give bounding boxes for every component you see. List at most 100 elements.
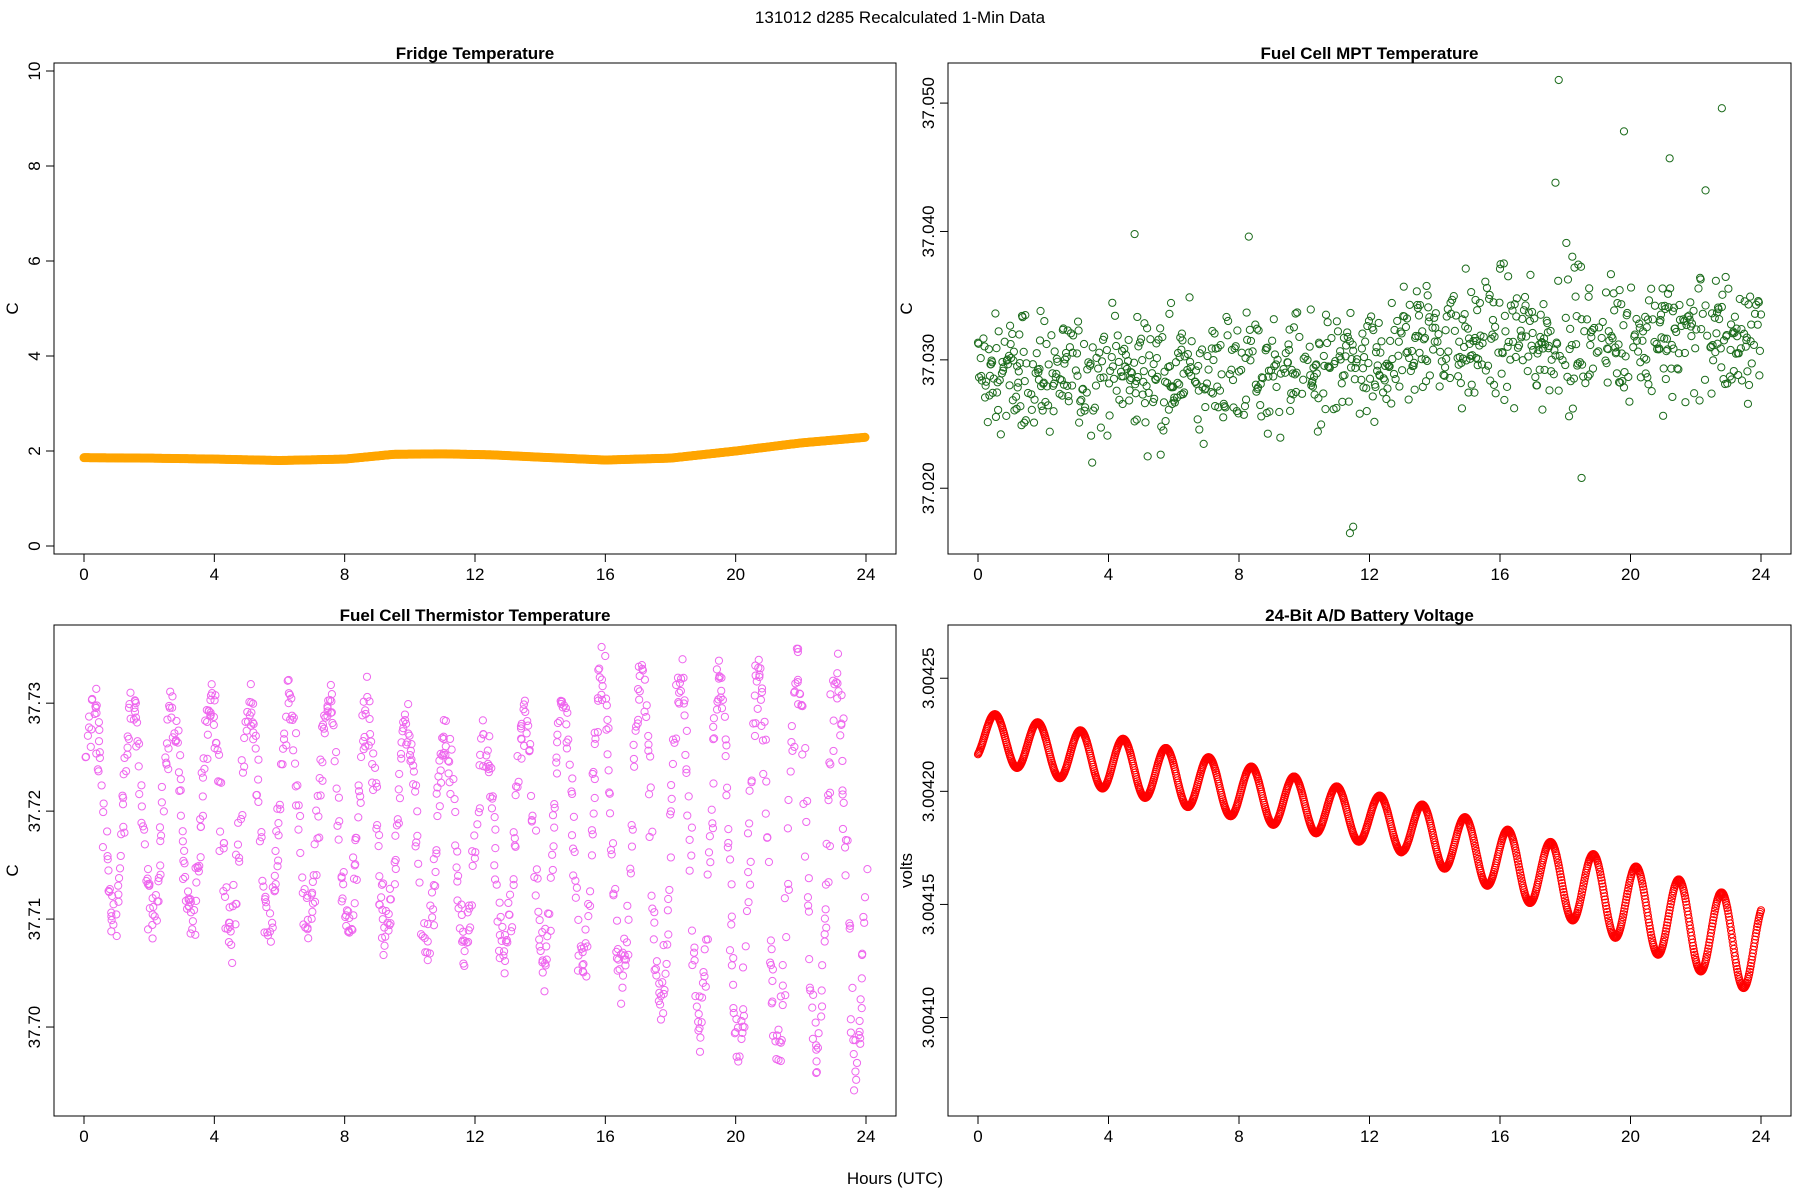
data-point — [664, 894, 673, 904]
data-point — [1747, 320, 1756, 329]
data-point — [1148, 397, 1158, 407]
figure-title: 131012 d285 Recalculated 1-Min Data — [755, 8, 1046, 27]
data-point — [452, 863, 461, 872]
data-point — [1397, 329, 1406, 338]
data-point — [476, 750, 485, 759]
data-point — [1663, 345, 1672, 354]
data-point — [196, 853, 205, 862]
data-point — [178, 837, 187, 846]
data-point — [1514, 860, 1523, 869]
data-point — [462, 938, 471, 947]
data-point — [780, 894, 789, 903]
data-point — [668, 759, 678, 769]
data-point — [1020, 418, 1029, 427]
data-point — [824, 791, 833, 800]
data-point — [1108, 298, 1117, 307]
data-point — [1042, 339, 1051, 349]
data-point — [86, 742, 95, 751]
data-point — [1473, 361, 1482, 370]
data-point — [268, 918, 277, 928]
data-point — [845, 924, 854, 933]
data-point — [768, 965, 777, 974]
data-point — [257, 833, 266, 842]
data-point — [159, 807, 168, 816]
data-point — [1385, 362, 1394, 371]
data-point — [1244, 348, 1253, 357]
data-point — [724, 824, 733, 834]
data-point — [665, 885, 674, 895]
data-point — [1672, 327, 1681, 337]
data-point — [502, 935, 511, 945]
data-point — [484, 768, 493, 777]
data-point — [338, 894, 347, 903]
data-point — [735, 1052, 744, 1061]
data-point — [414, 859, 423, 868]
data-point — [1349, 346, 1358, 355]
data-point — [629, 754, 638, 764]
panel-title: 24-Bit A/D Battery Voltage — [1265, 606, 1474, 625]
data-point — [1625, 397, 1634, 406]
data-point — [634, 715, 643, 724]
data-point — [411, 842, 420, 851]
x-tick-label: 24 — [857, 565, 876, 584]
data-point — [660, 985, 669, 995]
data-point — [579, 960, 588, 969]
y-tick-label: 37.71 — [25, 898, 44, 941]
data-point — [558, 703, 567, 712]
data-point — [1106, 366, 1115, 376]
data-point — [1703, 331, 1712, 340]
data-point — [339, 880, 348, 889]
data-point — [1673, 364, 1682, 373]
data-point — [1520, 292, 1530, 302]
data-point — [103, 852, 112, 861]
data-point — [1717, 104, 1726, 113]
data-point — [659, 989, 668, 999]
data-point — [485, 732, 494, 741]
data-point — [1402, 314, 1412, 323]
data-point — [709, 722, 718, 731]
x-tick-label: 4 — [210, 565, 219, 584]
data-point — [248, 718, 257, 727]
data-point — [837, 691, 846, 700]
data-point — [1608, 334, 1617, 343]
data-point — [1100, 332, 1109, 341]
data-point — [1705, 935, 1714, 944]
data-point — [523, 716, 532, 726]
data-point — [1279, 364, 1288, 374]
data-point — [1314, 394, 1323, 403]
data-point — [1067, 381, 1077, 390]
data-point — [1530, 314, 1539, 323]
data-point — [786, 767, 795, 776]
data-point — [1017, 421, 1026, 430]
data-point — [699, 967, 708, 977]
data-point — [1368, 392, 1377, 401]
data-point — [1103, 431, 1112, 440]
data-point — [1030, 395, 1039, 404]
data-point — [394, 819, 403, 828]
data-point — [597, 695, 607, 705]
data-point — [1258, 374, 1268, 383]
data-point — [365, 697, 374, 706]
data-point — [804, 907, 814, 916]
data-point — [1753, 922, 1762, 932]
data-point — [775, 1037, 784, 1047]
data-point — [1751, 932, 1760, 941]
data-point — [412, 838, 421, 847]
data-point — [429, 921, 439, 930]
data-point — [1619, 383, 1629, 392]
data-point — [1289, 390, 1298, 399]
data-point — [980, 393, 990, 402]
data-point — [721, 752, 730, 761]
data-point — [1558, 355, 1567, 365]
data-point — [1346, 308, 1355, 318]
data-point — [134, 762, 143, 771]
data-point — [438, 751, 447, 760]
data-point — [1420, 333, 1430, 343]
data-point — [1057, 376, 1066, 385]
data-point — [1349, 522, 1358, 531]
data-point — [175, 786, 184, 796]
data-point — [1620, 904, 1629, 913]
data-point — [845, 921, 855, 930]
data-point — [1756, 906, 1766, 915]
data-point — [1303, 355, 1312, 365]
